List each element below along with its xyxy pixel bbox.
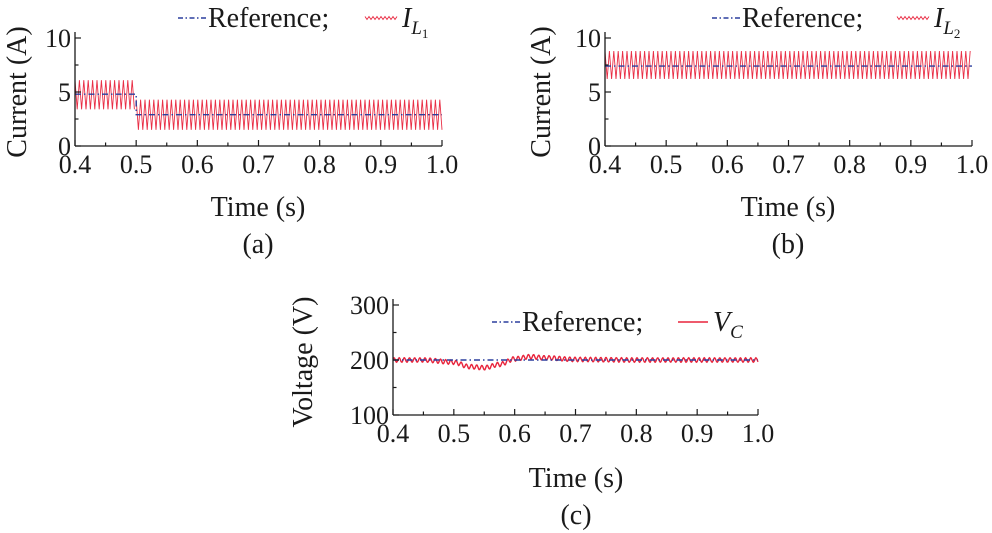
panel-b-label: (b) xyxy=(772,229,805,260)
panel-a-legend-signal-label: IL1 xyxy=(401,3,428,41)
panel-c-xlabel: Time (s) xyxy=(529,463,624,494)
panel-b-xtick-label: 0.6 xyxy=(711,150,744,179)
panel-c-xtick-label: 0.4 xyxy=(377,419,410,448)
panel-a-label: (a) xyxy=(242,229,273,260)
panel-a-legend-signal-swatch xyxy=(364,15,398,21)
panel-b-xtick-label: 0.8 xyxy=(833,150,866,179)
panel-c-ytick-label: 200 xyxy=(350,346,389,375)
panel-b-ytick-label: 5 xyxy=(588,78,601,107)
panel-b-plot: 0.4 0.5 0.6 0.7 0.8 0.9 1.0 0 5 10 Reference; IL2 xyxy=(575,3,988,179)
panel-b-legend-signal-swatch xyxy=(896,15,930,21)
panel-b-legend-reference-label: Reference; xyxy=(742,3,863,34)
panel-c: 0.4 0.5 0.6 0.7 0.8 0.9 1.0 100 200 300 Reference;… xyxy=(288,291,774,531)
panel-b-ripple-band-1 xyxy=(604,50,971,80)
panel-a-legend-reference-label: Reference; xyxy=(208,3,329,34)
panel-b-ytick-label: 0 xyxy=(588,132,601,161)
panel-c-ylabel: Voltage (V) xyxy=(288,297,319,428)
panel-b-xtick-label: 0.9 xyxy=(895,150,928,179)
panel-b-xtick-label: 0.4 xyxy=(589,150,622,179)
panel-a-xtick-label: 0.8 xyxy=(303,150,336,179)
panel-c-xtick-label: 0.7 xyxy=(559,419,592,448)
panel-b-xlabel: Time (s) xyxy=(741,192,836,223)
panel-a-xtick-label: 0.4 xyxy=(59,150,92,179)
panel-a-ytick-label: 0 xyxy=(58,132,71,161)
panel-a-xtick-label: 0.6 xyxy=(181,150,214,179)
panel-b: 0.4 0.5 0.6 0.7 0.8 0.9 1.0 0 5 10 Reference; IL2 T… xyxy=(526,3,988,260)
panel-c-legend-signal-label: VC xyxy=(713,307,743,343)
panel-b-xtick-label: 0.5 xyxy=(650,150,683,179)
panel-a-reference-line xyxy=(75,93,442,116)
panel-c-ytick-label: 300 xyxy=(350,291,389,320)
panel-c-xtick-label: 0.6 xyxy=(498,419,531,448)
panel-a-xtick-label: 0.5 xyxy=(120,150,153,179)
panel-c-v-line xyxy=(392,353,759,371)
panel-a-xtick-label: 0.7 xyxy=(242,150,275,179)
panel-b-xtick-label: 1.0 xyxy=(956,150,989,179)
panel-c-xtick-label: 0.5 xyxy=(438,419,471,448)
panel-c-legend-reference-label: Reference; xyxy=(522,307,643,338)
panel-b-xtick-label: 0.7 xyxy=(772,150,805,179)
panel-a-ytick-label: 10 xyxy=(45,24,71,53)
panel-a-xtick-label: 0.9 xyxy=(365,150,398,179)
panel-a-ylabel: Current (A) xyxy=(2,26,33,157)
panel-a-xtick-label: 1.0 xyxy=(426,150,459,179)
panel-c-xtick-label: 0.8 xyxy=(620,419,653,448)
panel-a-xlabel: Time (s) xyxy=(211,192,306,223)
panel-a: 0.4 0.5 0.6 0.7 0.8 0.9 1.0 0 5 10 Reference; IL1 T… xyxy=(2,3,458,260)
panel-a-ytick-label: 5 xyxy=(58,78,71,107)
panel-c-plot: 0.4 0.5 0.6 0.7 0.8 0.9 1.0 100 200 300 Reference;… xyxy=(350,291,774,448)
panel-b-ylabel: Current (A) xyxy=(526,26,557,157)
panel-c-label: (c) xyxy=(560,500,591,531)
panel-a-plot: 0.4 0.5 0.6 0.7 0.8 0.9 1.0 0 5 10 Reference; IL1 xyxy=(45,3,458,179)
panel-b-ytick-label: 10 xyxy=(575,24,601,53)
panel-c-xtick-label: 1.0 xyxy=(742,419,775,448)
panel-c-xtick-label: 0.9 xyxy=(681,419,714,448)
panel-b-legend-signal-label: IL2 xyxy=(933,3,960,41)
panel-c-ytick-label: 100 xyxy=(350,401,389,430)
